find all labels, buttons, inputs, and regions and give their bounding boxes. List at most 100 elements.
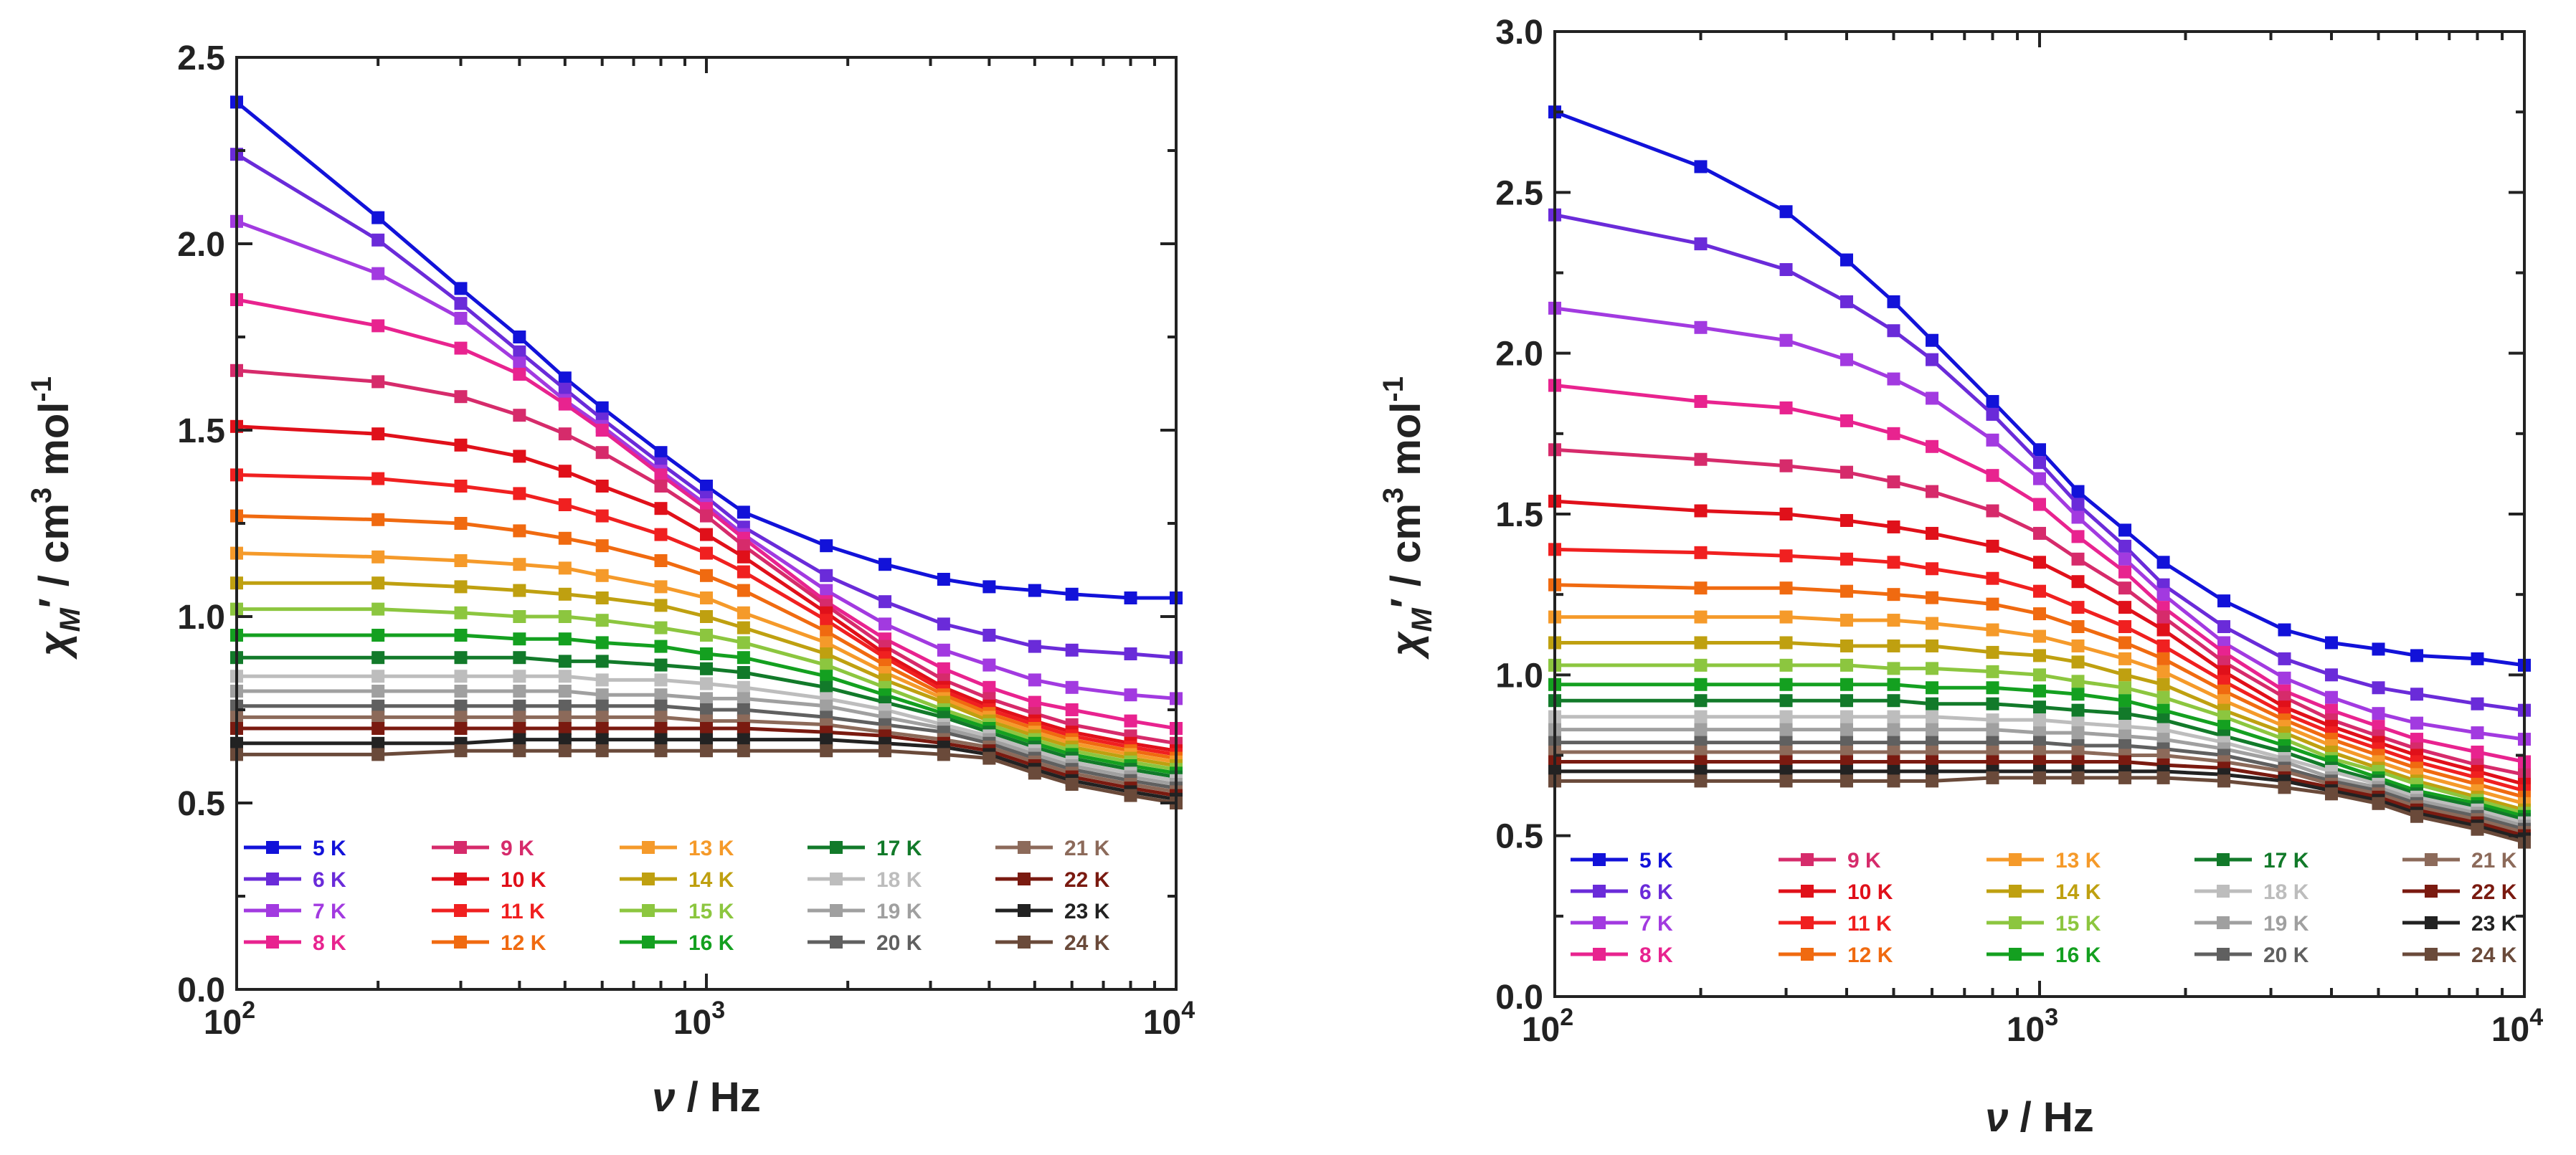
legend-marker (642, 936, 655, 949)
legend-item: 13 K (1987, 849, 2101, 873)
legend-label: 20 K (2263, 944, 2309, 967)
legend-label: 22 K (1064, 868, 1110, 892)
legend-item: 15 K (620, 900, 734, 923)
y-tick-label: 2.5 (1495, 174, 1543, 212)
data-point (820, 569, 833, 582)
data-point (371, 670, 385, 683)
data-point (454, 312, 468, 325)
data-point (2071, 575, 2085, 589)
data-point (454, 685, 468, 698)
data-point (2033, 771, 2046, 784)
data-point (2156, 678, 2170, 691)
data-point (982, 629, 996, 642)
legend-item: 9 K (432, 837, 534, 860)
data-point (454, 710, 468, 724)
data-point (2156, 771, 2170, 784)
legend-marker (1018, 873, 1031, 885)
data-point (1065, 703, 1079, 716)
data-point (2217, 594, 2231, 608)
y-axis-title: χM′ / cm3 mol-1 (26, 376, 86, 660)
data-point (820, 584, 833, 597)
legend-marker (830, 841, 843, 854)
data-point (700, 591, 713, 604)
legend-label: 12 K (501, 931, 546, 955)
data-point (1986, 469, 1999, 483)
series-6k (230, 148, 1183, 665)
legend-item: 10 K (432, 868, 546, 892)
data-point (2410, 688, 2424, 701)
y-tick-label: 1.0 (177, 599, 225, 637)
data-point (595, 569, 609, 582)
legend-label: 15 K (2055, 912, 2101, 936)
data-point (513, 558, 526, 571)
data-point (737, 744, 750, 758)
data-point (513, 450, 526, 463)
legend-marker (2217, 948, 2230, 961)
data-point (1779, 774, 1793, 788)
data-point (1779, 263, 1793, 277)
data-point (1839, 723, 1853, 736)
x-tick-label: 104 (2491, 1004, 2543, 1049)
legend-marker (642, 841, 655, 854)
data-point (937, 643, 950, 657)
data-point (1694, 546, 1708, 559)
chart-left: 0.0 0.5 1.0 1.5 2.0 2.5 102 103 104 ν / Hz χM′ / c… (26, 39, 1195, 1121)
legend-label: 18 K (876, 868, 922, 892)
legend-marker (266, 841, 279, 854)
legend-label: 21 K (1064, 837, 1110, 860)
data-point (2156, 665, 2170, 678)
data-point (2033, 607, 2046, 621)
data-point (454, 438, 468, 452)
data-point (1694, 636, 1708, 650)
data-point (737, 539, 750, 553)
data-point (1926, 526, 1939, 540)
legend-marker (642, 873, 655, 885)
data-point (454, 629, 468, 642)
legend-item: 24 K (2402, 944, 2517, 967)
data-point (558, 722, 572, 735)
data-point (1887, 427, 1900, 440)
legend-item: 7 K (244, 900, 346, 923)
data-point (513, 368, 526, 381)
data-point (1839, 414, 1853, 427)
data-point (454, 670, 468, 683)
data-point (558, 531, 572, 545)
y-axis-title: χM′ / cm3 mol-1 (1378, 376, 1438, 660)
legend-marker (1801, 853, 1814, 866)
data-point (1986, 504, 1999, 518)
data-point (558, 685, 572, 698)
data-point (1028, 695, 1041, 709)
data-point (513, 733, 526, 746)
data-point (2278, 781, 2291, 794)
data-point (371, 651, 385, 665)
data-point (371, 685, 385, 698)
series-5k (1548, 105, 2531, 672)
data-point (2324, 636, 2338, 650)
data-point (371, 233, 385, 247)
data-point (2278, 652, 2291, 665)
data-point (1028, 673, 1041, 687)
legend-marker (1801, 948, 1814, 961)
data-point (558, 397, 572, 411)
data-point (654, 528, 668, 541)
data-point (1694, 678, 1708, 691)
data-point (2118, 601, 2132, 614)
data-point (558, 610, 572, 623)
legend-label: 14 K (688, 868, 734, 892)
legend-label: 18 K (2263, 880, 2309, 904)
data-point (2156, 610, 2170, 624)
data-point (937, 662, 950, 675)
chart-right: 0.0 0.5 1.0 1.5 2.0 2.5 3.0 102 103 104 ν / Hz χM′ … (1378, 14, 2543, 1141)
data-point (2156, 690, 2170, 704)
y-tick-label: 1.5 (177, 412, 225, 450)
data-point (737, 733, 750, 746)
legend-marker (1018, 841, 1031, 854)
data-point (2033, 584, 2046, 598)
data-point (371, 513, 385, 526)
data-point (1779, 401, 1793, 414)
data-point (454, 297, 468, 310)
data-point (654, 480, 668, 493)
data-point (1926, 391, 1939, 405)
legend-label: 16 K (688, 931, 734, 955)
data-point (454, 744, 468, 758)
